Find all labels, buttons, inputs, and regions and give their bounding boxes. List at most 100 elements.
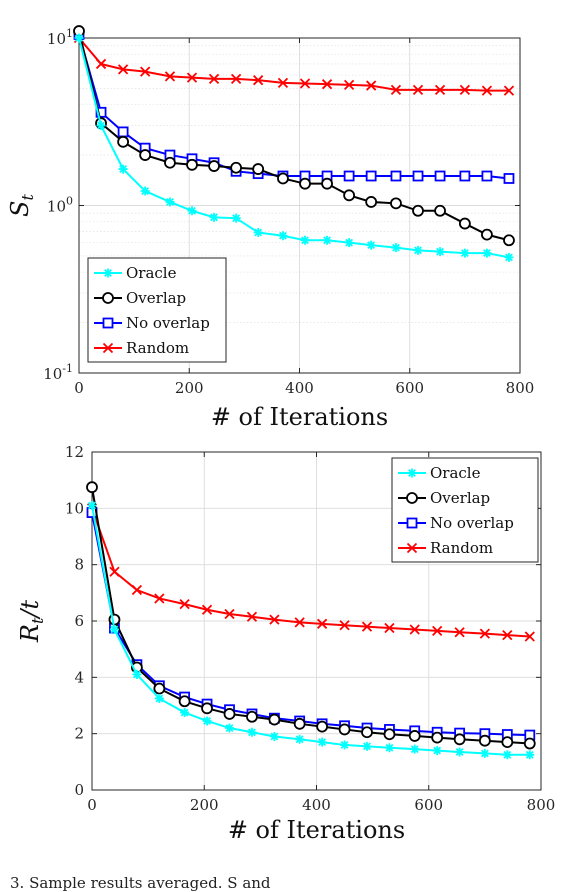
series-random <box>73 32 515 96</box>
y-tick-label: 2 <box>74 725 84 743</box>
data-point <box>503 234 515 247</box>
data-point <box>503 85 515 96</box>
data-point <box>230 161 243 174</box>
series-overlap <box>73 25 515 247</box>
data-point <box>343 189 356 202</box>
data-point <box>480 748 490 758</box>
chart-1: 0 200 400 600 800 10-1 100 101 St # of Iterations… <box>6 25 534 431</box>
data-point <box>482 248 492 258</box>
legend-label: Oracle <box>430 464 481 482</box>
data-point <box>434 84 446 96</box>
legend-item: No overlap <box>94 314 210 332</box>
data-point <box>178 695 191 708</box>
data-point <box>366 240 376 250</box>
y-axis-label: St <box>6 193 37 216</box>
x-tick-label: 800 <box>527 796 556 814</box>
series-random <box>86 503 535 642</box>
data-point <box>165 197 175 207</box>
data-point <box>252 163 265 175</box>
data-point <box>432 746 442 756</box>
data-point <box>246 710 258 723</box>
data-point <box>299 177 311 190</box>
data-point <box>164 156 176 169</box>
data-point <box>479 628 491 639</box>
data-point <box>412 84 424 96</box>
data-point <box>481 170 493 182</box>
figure-caption: 3. Sample results averaged. S and <box>10 874 271 892</box>
data-point <box>344 238 354 248</box>
data-point <box>223 708 236 720</box>
data-point <box>525 750 535 760</box>
data-point <box>459 84 471 96</box>
legend-item: Overlap <box>94 289 186 307</box>
y-tick-label: 4 <box>74 668 84 686</box>
data-point <box>316 618 328 629</box>
data-point <box>390 197 402 210</box>
data-point <box>340 740 350 750</box>
data-point <box>253 75 264 86</box>
data-point <box>209 212 219 222</box>
y-tick-label: 101 <box>47 27 73 48</box>
series-line <box>78 37 509 92</box>
legend-marker <box>406 492 418 504</box>
legend-label: No overlap <box>126 314 210 332</box>
x-tick-label: 200 <box>190 796 219 814</box>
legend-item: Random <box>398 539 493 557</box>
data-point <box>118 164 128 174</box>
y-tick-label: 12 <box>65 443 84 461</box>
data-point <box>300 235 310 245</box>
data-point <box>154 693 164 703</box>
x-axis-label: # of Iterations <box>228 816 405 844</box>
data-point <box>390 84 402 96</box>
x-tick-label: 600 <box>414 796 443 814</box>
data-point <box>365 170 377 182</box>
data-point <box>524 631 535 642</box>
data-point <box>338 723 351 736</box>
data-point <box>317 737 327 747</box>
data-point <box>117 126 129 138</box>
data-point <box>140 186 150 196</box>
data-point <box>108 613 121 626</box>
legend-label: Random <box>430 539 493 557</box>
legend-marker <box>102 317 114 329</box>
chart-2: 0 200 400 600 800 0 2 4 6 8 10 12 Rt/t # of Iteration… <box>16 443 555 844</box>
y-tick-label: 6 <box>74 612 84 630</box>
y-tick-label: 10-1 <box>43 362 73 383</box>
data-point <box>502 629 513 641</box>
data-point <box>362 741 372 751</box>
x-tick-label: 0 <box>87 796 97 814</box>
data-point <box>179 598 190 610</box>
legend-label: Random <box>126 339 189 357</box>
x-axis-label: # of Iterations <box>211 403 388 431</box>
data-point <box>201 604 213 615</box>
data-point <box>409 624 420 635</box>
data-point <box>95 106 107 118</box>
x-tick-label: 200 <box>175 379 204 397</box>
data-point <box>294 617 305 628</box>
data-point <box>86 481 98 494</box>
data-point <box>230 73 242 85</box>
data-point <box>410 744 420 754</box>
data-point <box>435 247 445 257</box>
data-point <box>154 593 165 604</box>
data-point <box>454 627 465 638</box>
legend-marker <box>102 342 114 354</box>
data-point <box>231 213 241 223</box>
legend-marker <box>407 468 417 478</box>
x-tick-label: 600 <box>395 379 424 397</box>
legend-marker <box>406 542 418 554</box>
data-point <box>131 584 143 596</box>
data-point <box>164 71 176 82</box>
data-point <box>434 204 446 217</box>
data-point <box>208 73 220 85</box>
data-point <box>109 566 120 577</box>
legend-label: Overlap <box>430 489 490 507</box>
legend: Oracle Overlap No overlap Random <box>391 457 539 563</box>
data-point <box>277 77 289 88</box>
data-point <box>366 80 377 91</box>
data-point <box>504 252 514 262</box>
data-point <box>117 135 129 148</box>
series-line <box>91 507 530 638</box>
y-axis-label: Rt/t <box>16 600 47 644</box>
y-tick-label: 0 <box>74 781 84 799</box>
